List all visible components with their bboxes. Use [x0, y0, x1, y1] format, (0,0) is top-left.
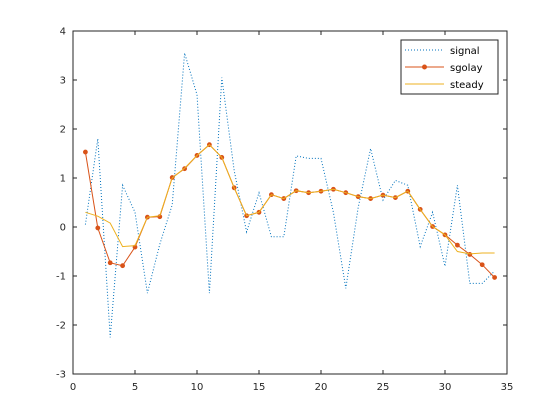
y-tick-label: 3 — [60, 76, 66, 87]
x-tick-label: 5 — [132, 382, 138, 393]
y-tick-label: 0 — [60, 223, 66, 234]
y-tick-label: 4 — [60, 27, 66, 38]
series-sgolay-point — [120, 263, 125, 269]
series-sgolay-point — [467, 252, 473, 257]
axis-ticks: 0 5 10 15 20 25 30 35 -3 -2 -1 0 1 2 3 4 — [56, 27, 513, 394]
x-tick-label: 10 — [191, 382, 204, 393]
legend-sgolay-label: sgolay — [450, 63, 483, 74]
x-tick-label: 35 — [501, 382, 514, 393]
y-tick-label: 2 — [60, 125, 66, 136]
series-sgolay-point — [492, 275, 498, 280]
x-tick-label: 30 — [439, 382, 452, 393]
y-tick-label: -2 — [56, 321, 66, 332]
series-sgolay-point — [95, 225, 101, 231]
legend: signal sgolay steady — [400, 39, 499, 95]
y-tick-label: -3 — [56, 370, 66, 381]
series-layer — [83, 52, 498, 338]
x-tick-label: 15 — [253, 382, 266, 393]
legend-steady-label: steady — [450, 80, 484, 91]
x-tick-label: 20 — [315, 382, 328, 393]
x-tick-label: 0 — [70, 382, 76, 393]
legend-signal-label: signal — [450, 46, 480, 57]
y-tick-label: 1 — [60, 174, 66, 185]
series-signal-line — [84, 52, 495, 338]
series-sgolay-point — [83, 149, 88, 155]
series-sgolay-point — [107, 260, 113, 266]
series-sgolay-point — [479, 262, 485, 268]
series-steady-line — [85, 144, 495, 255]
series-sgolay-point — [454, 242, 460, 248]
y-tick-label: -1 — [56, 272, 66, 283]
x-tick-label: 25 — [377, 382, 390, 393]
legend-sgolay-marker — [422, 64, 427, 70]
